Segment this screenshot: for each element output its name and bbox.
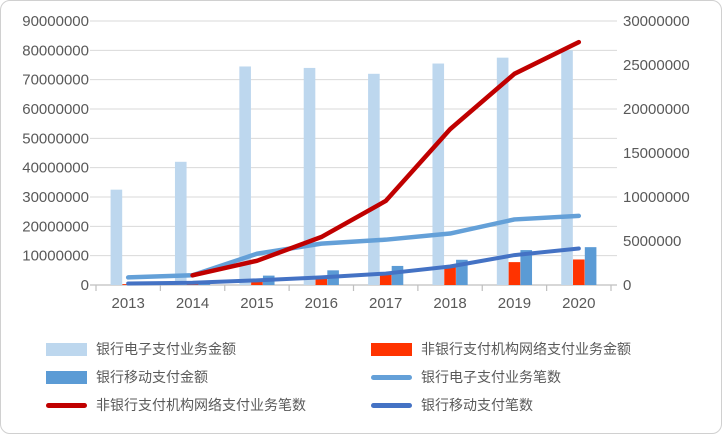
right-axis-tick-label: 30000000 (623, 13, 690, 30)
bar-series-0 (561, 50, 573, 286)
left-axis-tick-label: 0 (81, 277, 89, 294)
bar-series-2 (456, 259, 468, 285)
right-axis-tick-label: 20000000 (623, 101, 690, 118)
bar-series-0 (239, 66, 251, 285)
legend-label: 非银行支付机构网络支付业务笔数 (96, 397, 306, 413)
left-axis-tick-label: 80000000 (22, 42, 89, 59)
x-axis-category-label: 2018 (433, 295, 466, 312)
left-axis-tick-label: 70000000 (22, 72, 89, 89)
right-axis-tick-label: 10000000 (623, 189, 690, 206)
right-axis-tick-label: 15000000 (623, 145, 690, 162)
bar-series-0 (303, 67, 316, 285)
right-axis-tick-label: 0 (623, 277, 631, 294)
left-axis-tick-label: 50000000 (22, 130, 89, 147)
x-axis-category-label: 2020 (562, 295, 595, 312)
legend-line-swatch (46, 402, 87, 408)
bar-series-0 (432, 63, 445, 286)
bar-series-1 (508, 262, 521, 285)
bar-series-0 (174, 161, 187, 285)
bar-series-0 (496, 57, 509, 285)
legend-bar-swatch (46, 370, 87, 384)
bar-series-1 (251, 280, 263, 285)
bar-series-1 (444, 266, 456, 285)
x-axis-category-label: 2017 (369, 295, 402, 312)
bar-series-2 (584, 247, 597, 285)
x-axis-category-label: 2019 (498, 295, 531, 312)
left-axis-tick-label: 40000000 (22, 160, 89, 177)
legend-label: 非银行支付机构网络支付业务金额 (421, 341, 631, 357)
bar-series-0 (368, 73, 380, 285)
payment-chart: 9000000080000000700000006000000050000000… (22, 13, 690, 312)
legend-label: 银行移动支付笔数 (421, 397, 533, 413)
x-axis-category-label: 2013 (112, 295, 145, 312)
left-axis-tick-label: 90000000 (22, 13, 89, 30)
legend-item: 银行移动支付笔数 (371, 397, 533, 413)
legend-label: 银行电子支付业务笔数 (421, 369, 561, 385)
bar-series-1 (315, 276, 328, 285)
legend-bar-swatch (46, 342, 87, 356)
legend-line-swatch (371, 402, 412, 408)
line-series-5 (126, 246, 581, 286)
bar-series-1 (379, 272, 392, 285)
left-axis-tick-label: 10000000 (22, 248, 89, 265)
left-axis-tick-label: 60000000 (22, 101, 89, 118)
right-axis-tick-label: 5000000 (623, 233, 681, 250)
line-series-4 (190, 39, 582, 278)
legend-item: 银行电子支付业务金额 (46, 341, 236, 357)
bar-series-2 (520, 250, 533, 285)
legend-item: 银行电子支付业务笔数 (371, 369, 561, 385)
x-axis-category-label: 2016 (305, 295, 338, 312)
bar-series-1 (573, 259, 585, 285)
right-axis-tick-label: 25000000 (623, 57, 690, 74)
x-axis-category-label: 2014 (176, 295, 209, 312)
legend-item: 银行移动支付金额 (46, 369, 208, 385)
legend-item: 非银行支付机构网络支付业务笔数 (46, 397, 306, 413)
bar-series-2 (391, 265, 404, 285)
left-axis-tick-label: 30000000 (22, 189, 89, 206)
legend-item: 非银行支付机构网络支付业务金额 (371, 341, 631, 357)
x-axis-category-label: 2015 (240, 295, 273, 312)
legend-bar-swatch (371, 342, 412, 356)
bar-series-0 (110, 189, 123, 285)
legend-label: 银行移动支付金额 (96, 369, 208, 385)
legend-line-swatch (371, 374, 412, 380)
legend-label: 银行电子支付业务金额 (96, 341, 236, 357)
left-axis-tick-label: 20000000 (22, 218, 89, 235)
